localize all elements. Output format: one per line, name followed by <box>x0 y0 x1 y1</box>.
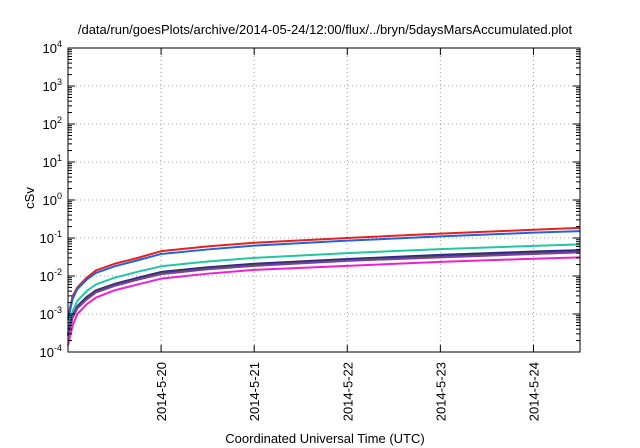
chart-title: /data/run/goesPlots/archive/2014-05-24/1… <box>78 22 573 37</box>
y-tick-label: 102 <box>43 115 62 132</box>
y-tick-label: 100 <box>43 191 62 208</box>
y-tick-label: 101 <box>43 153 62 170</box>
x-tick-label: 2014-5-24 <box>526 362 541 421</box>
x-tick-label: 2014-5-22 <box>340 362 355 421</box>
series-line-1 <box>67 226 581 318</box>
y-tick-label: 10-3 <box>40 305 62 322</box>
plot-frame <box>67 47 581 353</box>
x-tick-label: 2014-5-20 <box>154 362 169 421</box>
series-line-2 <box>67 230 581 321</box>
series-line-5 <box>67 250 581 336</box>
series-line-7 <box>67 256 581 346</box>
y-tick-label: 10-4 <box>40 343 62 360</box>
y-tick-label: 103 <box>43 77 62 94</box>
series-line-6 <box>67 251 581 337</box>
y-tick-label: 10-2 <box>40 267 62 284</box>
y-axis-label: cSv <box>22 187 37 209</box>
x-tick-label: 2014-5-23 <box>433 362 448 421</box>
grid <box>68 48 580 352</box>
x-axis-label: Coordinated Universal Time (UTC) <box>225 431 424 446</box>
y-tick-label: 104 <box>43 39 62 56</box>
series-group <box>67 226 581 346</box>
y-tick-label: 10-1 <box>40 229 62 246</box>
series-line-3 <box>67 243 581 330</box>
axis-ticks: 104 103 102 101 100 10-1 10-2 10-3 10-4 2014-5-20… <box>40 39 580 421</box>
x-tick-label: 2014-5-21 <box>247 362 262 421</box>
